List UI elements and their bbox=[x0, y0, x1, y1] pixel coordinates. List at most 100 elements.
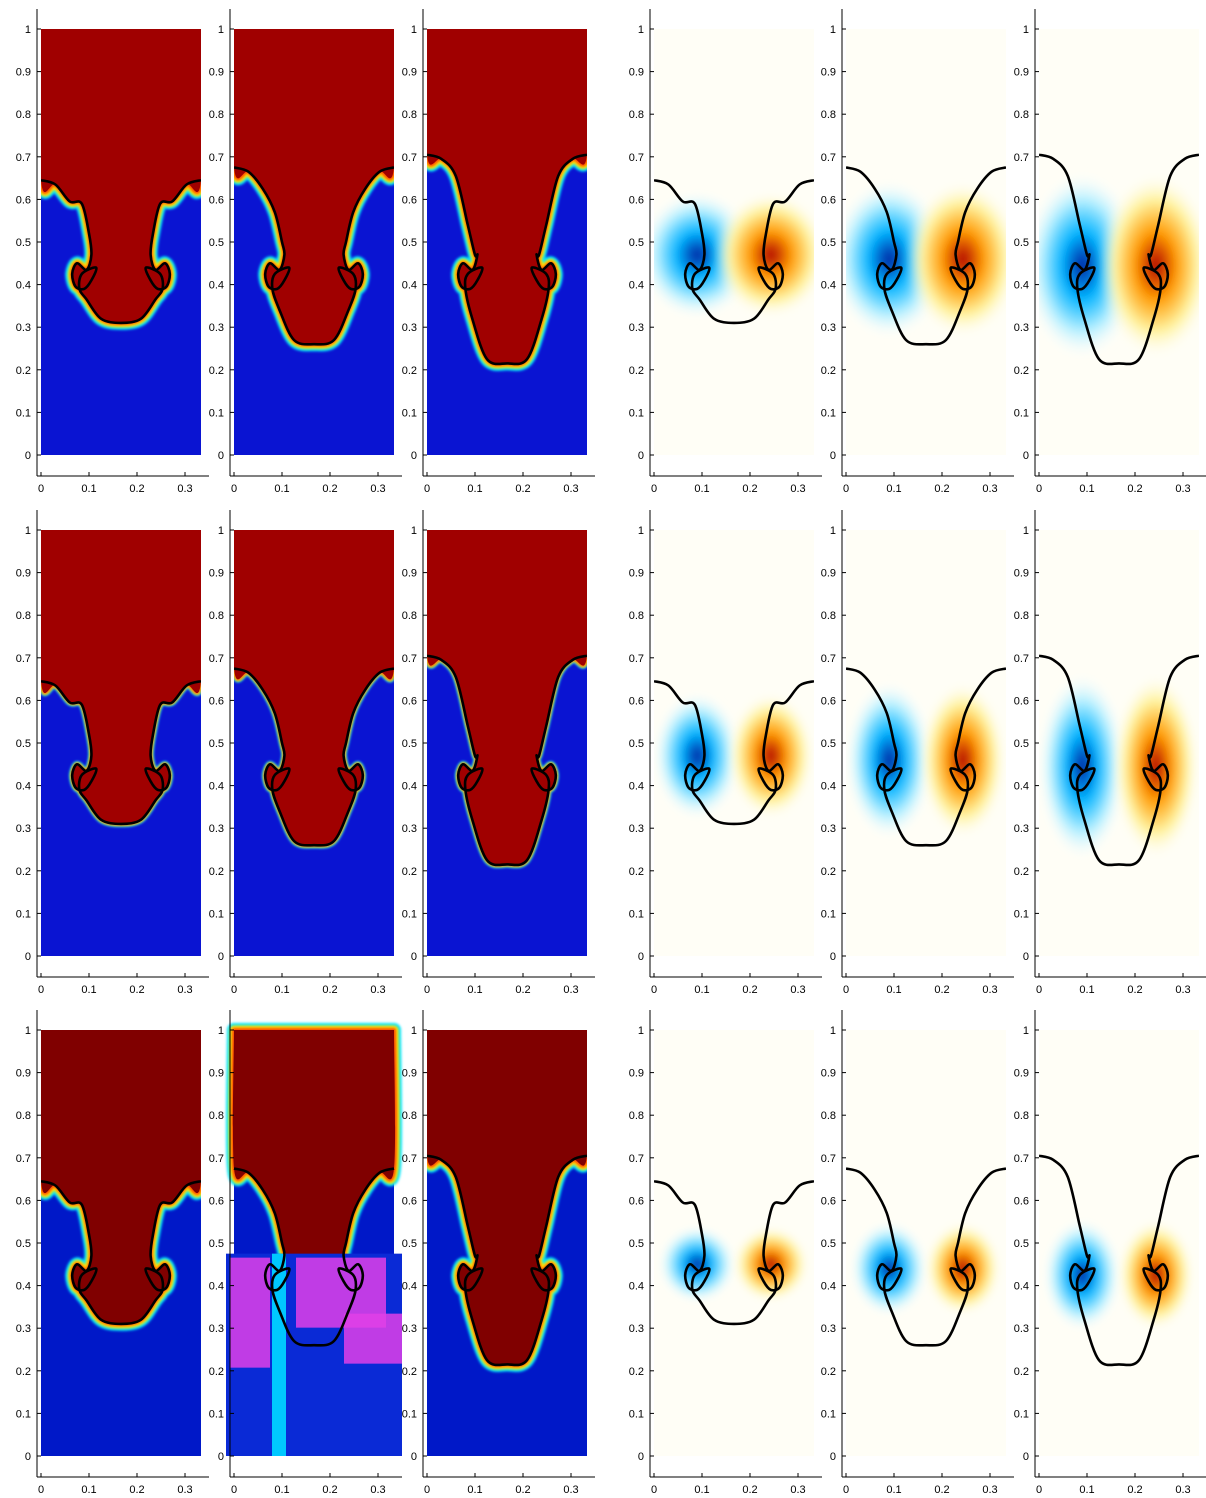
y-tick-label: 0.1 bbox=[821, 1408, 836, 1420]
y-tick-label: 0.4 bbox=[629, 280, 644, 292]
y-tick-label: 0.6 bbox=[821, 194, 836, 206]
x-tick-label: 0 bbox=[1036, 984, 1042, 996]
x-tick-label: 0 bbox=[651, 1484, 657, 1496]
y-tick-label: 0.1 bbox=[629, 407, 644, 419]
y-tick-label: 0.2 bbox=[821, 365, 836, 377]
x-tick-label: 0.1 bbox=[1079, 984, 1094, 996]
y-tick-label: 0 bbox=[25, 450, 31, 462]
y-tick-label: 0.9 bbox=[402, 568, 417, 580]
y-tick-label: 0.7 bbox=[402, 653, 417, 665]
y-tick-label: 0.6 bbox=[1014, 1195, 1029, 1207]
heavy-fluid-region bbox=[41, 530, 201, 824]
y-tick-label: 0.8 bbox=[402, 1110, 417, 1122]
corrupted-artifact bbox=[344, 1313, 402, 1364]
interface-contour bbox=[846, 1167, 1006, 1347]
y-tick-label: 0.7 bbox=[16, 152, 31, 164]
y-tick-label: 0.5 bbox=[209, 237, 224, 249]
x-tick-label: 0.2 bbox=[129, 984, 144, 996]
negative-vorticity-lobe bbox=[654, 691, 742, 820]
x-tick-label: 0.1 bbox=[467, 1484, 482, 1496]
y-tick-label: 0.5 bbox=[1014, 738, 1029, 750]
panel-r1-c2: 0 0.1 0.2 0.3 0.4 0.5 0.6 0.7 0.8 0.9 1 0 0.1 0.2 0.3 bbox=[209, 9, 402, 495]
y-tick-label: 0.6 bbox=[402, 194, 417, 206]
y-tick-label: 0 bbox=[638, 1451, 644, 1463]
y-tick-label: 0 bbox=[25, 951, 31, 963]
y-tick-label: 0.4 bbox=[1014, 781, 1029, 793]
negative-vorticity-lobe bbox=[1039, 672, 1127, 861]
y-tick-label: 0.1 bbox=[16, 407, 31, 419]
y-tick-label: 0.6 bbox=[1014, 695, 1029, 707]
y-tick-label: 0.7 bbox=[821, 653, 836, 665]
interface-contour bbox=[1039, 1154, 1199, 1367]
y-tick-label: 0.3 bbox=[16, 823, 31, 835]
y-tick-label: 0.8 bbox=[1014, 1110, 1029, 1122]
y-tick-label: 0.5 bbox=[1014, 237, 1029, 249]
y-tick-label: 0.3 bbox=[821, 823, 836, 835]
y-tick-label: 0.5 bbox=[821, 738, 836, 750]
x-tick-label: 0 bbox=[1036, 483, 1042, 495]
y-tick-label: 0.4 bbox=[1014, 1281, 1029, 1293]
panel-r3-c5: 0 0.1 0.2 0.3 0.4 0.5 0.6 0.7 0.8 0.9 1 0 0.1 0.2 0.3 bbox=[821, 1010, 1014, 1496]
x-tick-label: 0.1 bbox=[1079, 483, 1094, 495]
y-tick-label: 0.3 bbox=[209, 322, 224, 334]
y-tick-label: 0.9 bbox=[821, 1068, 836, 1080]
heavy-fluid-region bbox=[41, 29, 201, 323]
y-tick-label: 0.1 bbox=[16, 908, 31, 920]
y-tick-label: 0.4 bbox=[209, 1281, 224, 1293]
y-tick-label: 1 bbox=[638, 525, 644, 537]
x-tick-label: 0.3 bbox=[177, 483, 192, 495]
x-tick-label: 0.2 bbox=[742, 984, 757, 996]
y-tick-label: 1 bbox=[1023, 525, 1029, 537]
x-tick-label: 0.2 bbox=[1127, 483, 1142, 495]
x-tick-label: 0.3 bbox=[370, 483, 385, 495]
y-tick-label: 0.6 bbox=[1014, 194, 1029, 206]
y-tick-label: 0.1 bbox=[1014, 407, 1029, 419]
heavy-fluid-region bbox=[234, 29, 394, 345]
interface-contour bbox=[846, 667, 1006, 847]
y-tick-label: 0.5 bbox=[629, 1238, 644, 1250]
y-tick-label: 0.5 bbox=[209, 1238, 224, 1250]
y-tick-label: 1 bbox=[218, 525, 224, 537]
y-tick-label: 0.9 bbox=[1014, 568, 1029, 580]
y-tick-label: 0 bbox=[1023, 1451, 1029, 1463]
y-tick-label: 0.3 bbox=[16, 1323, 31, 1335]
x-tick-label: 0 bbox=[38, 984, 44, 996]
panel-r2-c6: 0 0.1 0.2 0.3 0.4 0.5 0.6 0.7 0.8 0.9 1 0 0.1 0.2 0.3 bbox=[1014, 510, 1206, 996]
y-tick-label: 0.9 bbox=[16, 568, 31, 580]
y-tick-label: 0.6 bbox=[629, 695, 644, 707]
x-tick-label: 0.1 bbox=[467, 984, 482, 996]
y-tick-label: 0.8 bbox=[16, 1110, 31, 1122]
heavy-fluid-region bbox=[427, 530, 587, 865]
y-tick-label: 0.4 bbox=[16, 1281, 31, 1293]
panel-r3-c4: 0 0.1 0.2 0.3 0.4 0.5 0.6 0.7 0.8 0.9 1 0 0.1 0.2 0.3 bbox=[629, 1010, 822, 1496]
x-tick-label: 0.2 bbox=[129, 1484, 144, 1496]
y-tick-label: 0.7 bbox=[209, 152, 224, 164]
y-tick-label: 0.3 bbox=[209, 1323, 224, 1335]
heavy-fluid-region bbox=[427, 1030, 587, 1366]
interface-contour bbox=[654, 178, 814, 325]
y-tick-label: 0.3 bbox=[402, 823, 417, 835]
y-tick-label: 0.3 bbox=[629, 322, 644, 334]
panel-r1-c1: 0 0.1 0.2 0.3 0.4 0.5 0.6 0.7 0.8 0.9 1 0 0.1 0.2 0.3 bbox=[16, 9, 209, 495]
y-tick-label: 0.6 bbox=[16, 194, 31, 206]
y-tick-label: 1 bbox=[218, 1025, 224, 1037]
y-tick-label: 0.2 bbox=[16, 1366, 31, 1378]
x-tick-label: 0.1 bbox=[81, 483, 96, 495]
y-tick-label: 1 bbox=[25, 24, 31, 36]
panel-r2-c4: 0 0.1 0.2 0.3 0.4 0.5 0.6 0.7 0.8 0.9 1 0 0.1 0.2 0.3 bbox=[629, 510, 822, 996]
x-tick-label: 0 bbox=[231, 483, 237, 495]
y-tick-label: 0 bbox=[411, 450, 417, 462]
y-tick-label: 0.2 bbox=[402, 365, 417, 377]
positive-vorticity-lobe bbox=[726, 691, 814, 820]
y-tick-label: 0.7 bbox=[821, 1153, 836, 1165]
panel-r1-c6: 0 0.1 0.2 0.3 0.4 0.5 0.6 0.7 0.8 0.9 1 0 0.1 0.2 0.3 bbox=[1014, 9, 1206, 495]
x-tick-label: 0.3 bbox=[1175, 1484, 1190, 1496]
x-tick-label: 0.2 bbox=[934, 483, 949, 495]
y-tick-label: 0 bbox=[1023, 951, 1029, 963]
y-tick-label: 0.4 bbox=[16, 280, 31, 292]
y-tick-label: 0.3 bbox=[1014, 1323, 1029, 1335]
y-tick-label: 0.3 bbox=[821, 1323, 836, 1335]
y-tick-label: 0.1 bbox=[209, 908, 224, 920]
y-tick-label: 0.9 bbox=[16, 1068, 31, 1080]
x-tick-label: 0 bbox=[651, 984, 657, 996]
